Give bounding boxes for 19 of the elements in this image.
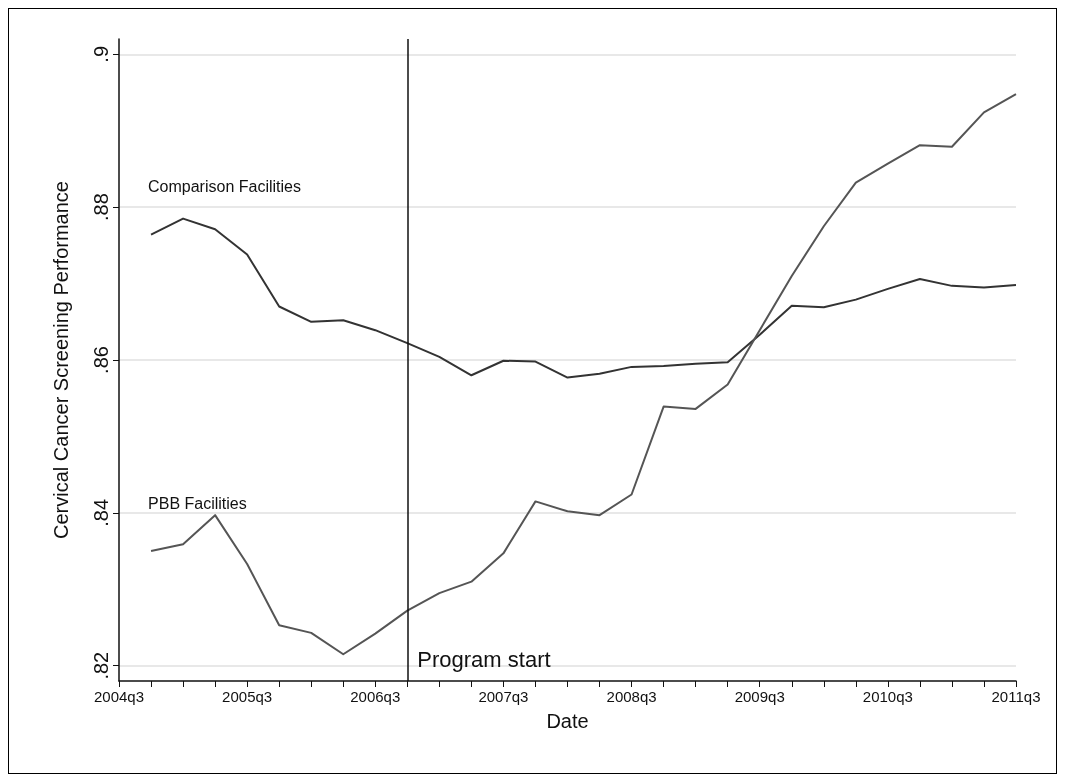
y-tick-label: .86 <box>90 346 112 374</box>
y-tick-label: .88 <box>90 193 112 222</box>
x-tick-label: 2009q3 <box>734 688 785 705</box>
x-tick-label: 2011q3 <box>991 688 1041 705</box>
x-axis-title: Date <box>546 710 589 732</box>
y-tick-label: .84 <box>90 498 112 527</box>
x-tick-label: 2007q3 <box>478 688 529 705</box>
x-tick-label: 2008q3 <box>606 688 657 705</box>
series-label: PBB Facilities <box>148 494 247 512</box>
x-tick-label: 2010q3 <box>862 688 913 705</box>
y-tick-label: .9 <box>90 45 112 63</box>
y-axis-title: Cervical Cancer Screening Performance <box>50 181 72 539</box>
line-series <box>150 217 1017 379</box>
x-tick-label: 2005q3 <box>222 688 273 705</box>
x-tick-label: 2006q3 <box>350 688 401 705</box>
x-tick-label: 2004q3 <box>93 688 145 705</box>
text: Comparison Facilities <box>148 178 301 196</box>
y-tick-label: .82 <box>90 651 112 680</box>
annotation: Program start <box>417 646 551 672</box>
